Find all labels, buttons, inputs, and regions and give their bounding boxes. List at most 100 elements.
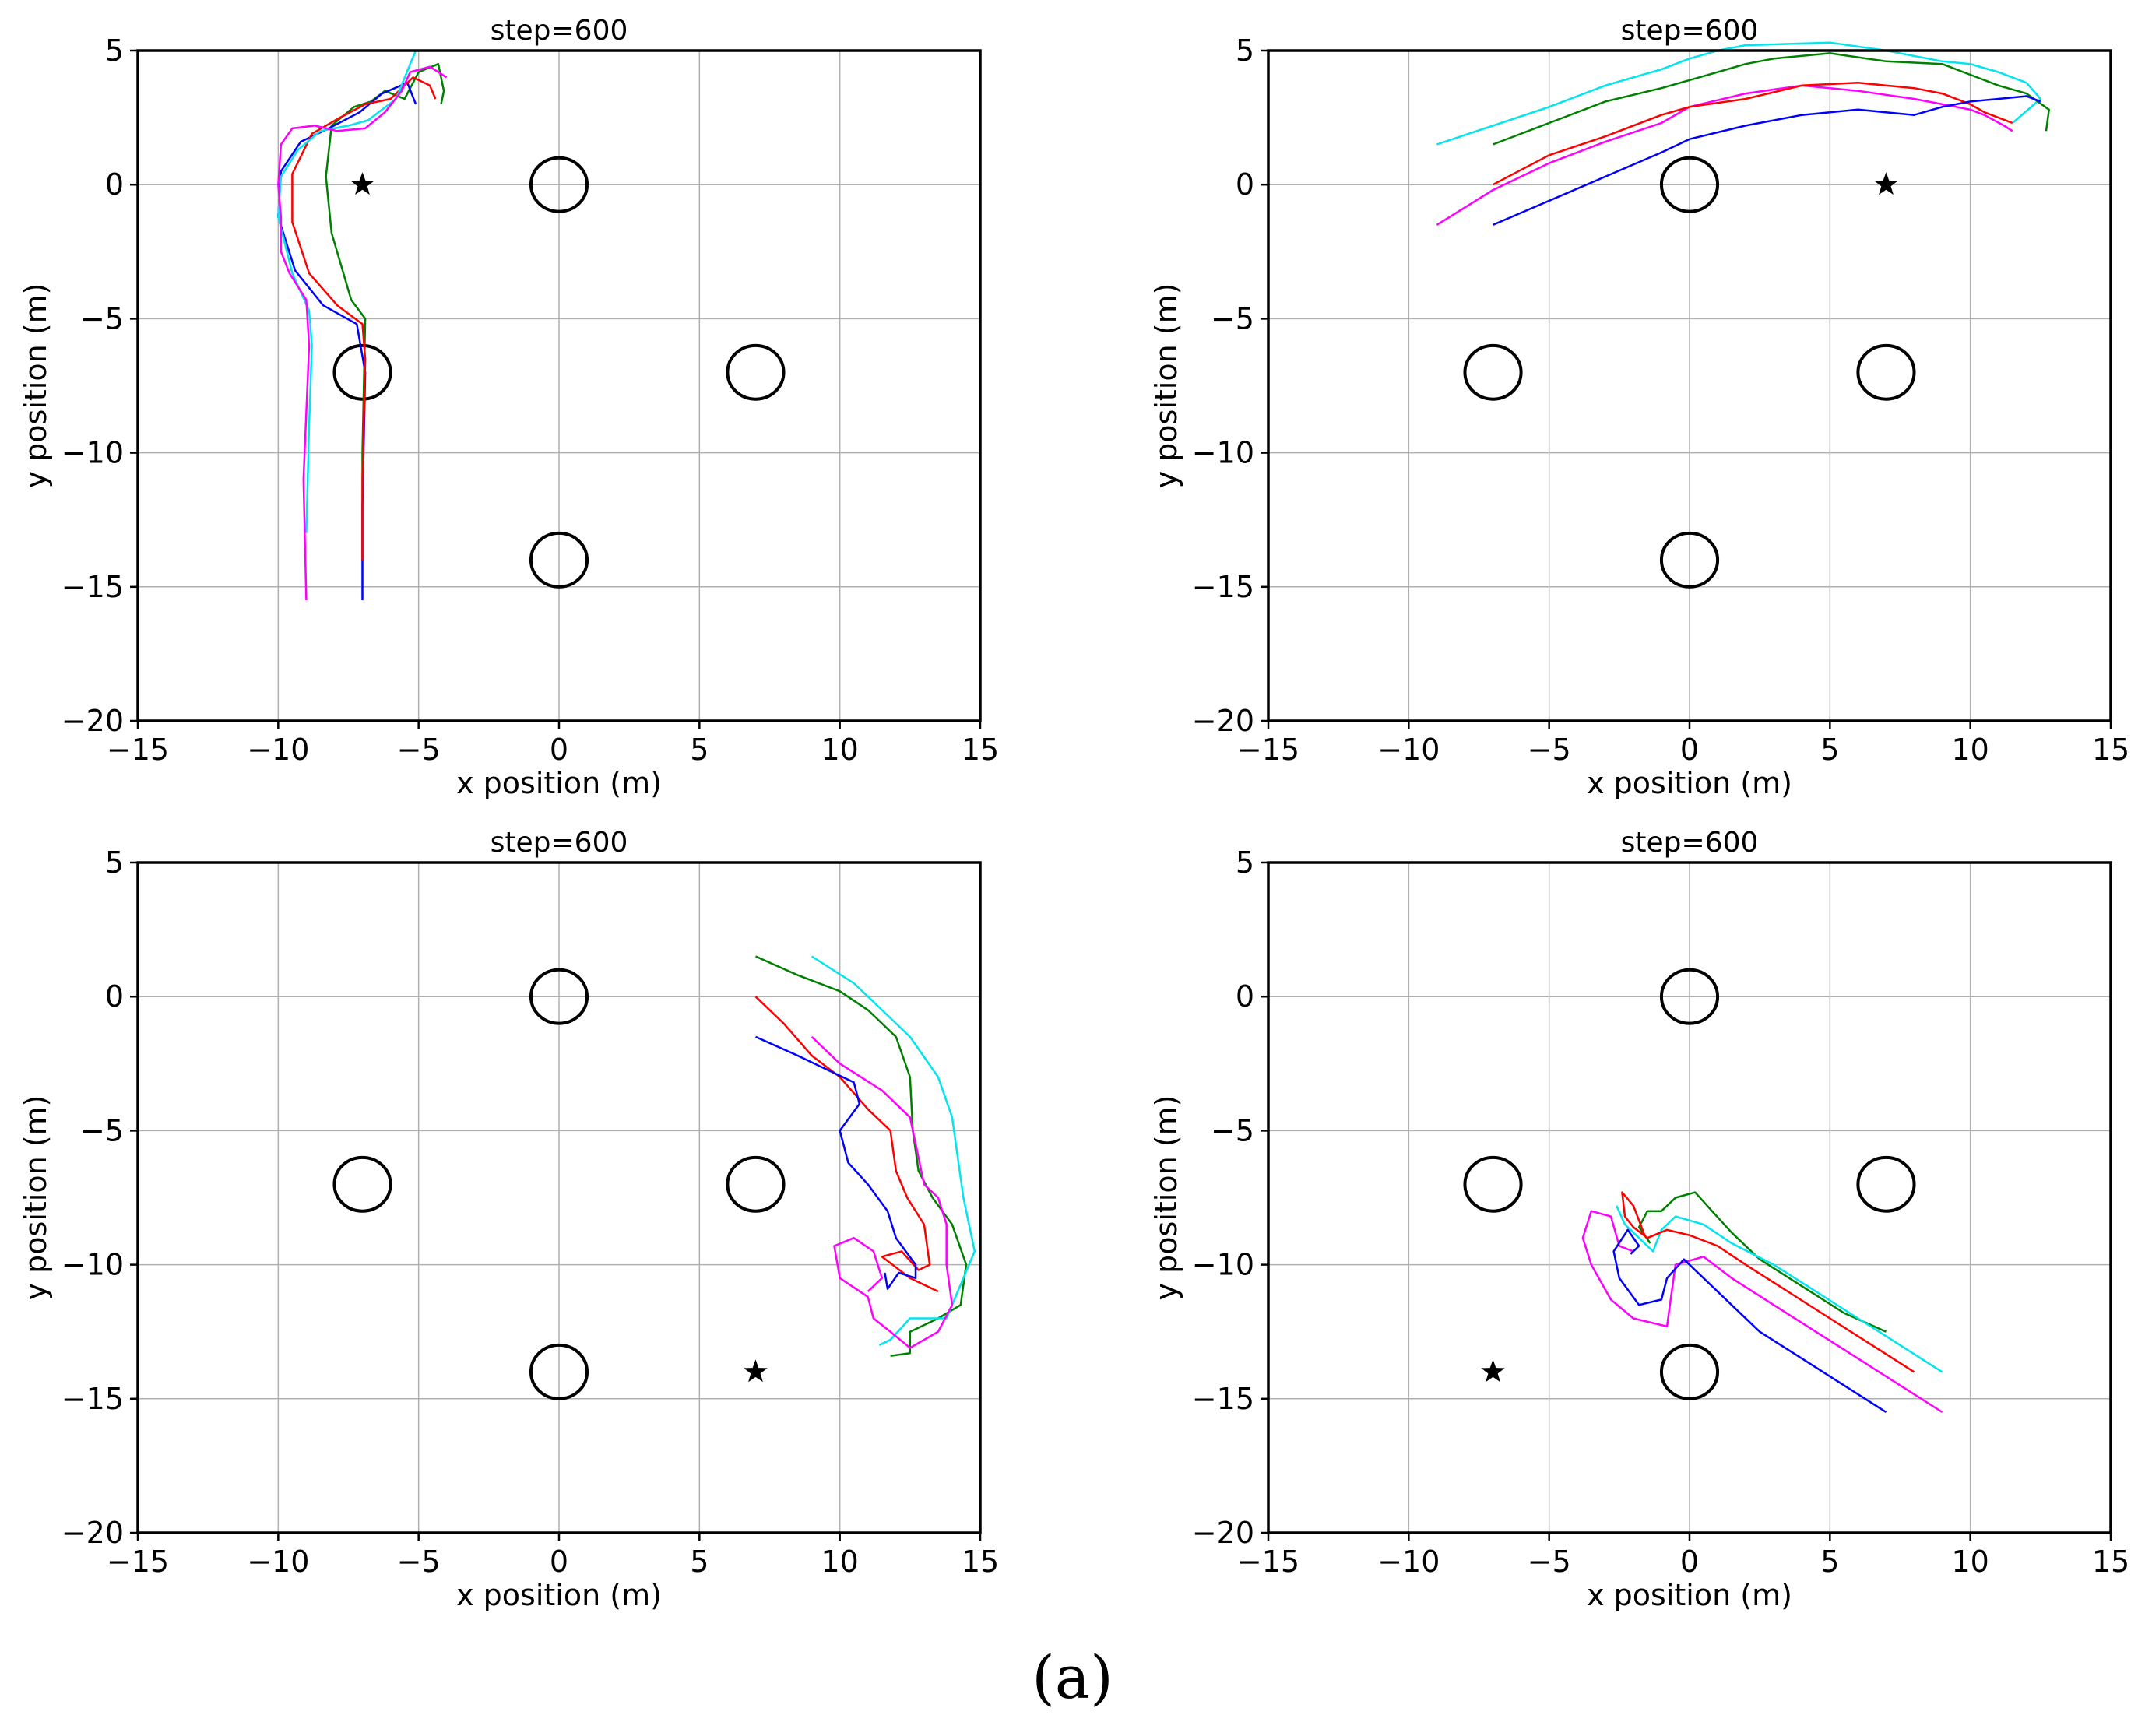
y-tick-label: −20 (62, 1516, 124, 1550)
y-tick-label: 5 (105, 845, 124, 880)
obstacle-circle (1856, 1155, 1916, 1213)
y-tick-label: −20 (1192, 704, 1254, 738)
x-tick-label: 15 (2092, 733, 2129, 767)
target-star (1481, 1359, 1505, 1383)
x-tick-label: −5 (1528, 1544, 1571, 1579)
obstacle-circle (529, 156, 589, 213)
obstacle-circle (1856, 343, 1916, 401)
x-tick-label: −10 (247, 1544, 309, 1579)
x-axis-label: x position (m) (1587, 1578, 1792, 1612)
x-tick-label: −5 (397, 733, 441, 767)
x-tick-label: −10 (1377, 733, 1440, 767)
trajectory-green (1493, 52, 2050, 146)
x-tick-label: 10 (1951, 733, 1989, 767)
obstacle-circle (1463, 343, 1523, 401)
trajectory-cyan (277, 50, 417, 533)
trajectory-blue (754, 1035, 917, 1290)
target-star (1874, 172, 1898, 195)
trajectory-cyan (1436, 41, 2042, 146)
x-tick-label: 5 (1820, 733, 1839, 767)
trajectory-magenta (811, 1035, 954, 1349)
x-tick-label: −5 (397, 1544, 441, 1579)
trajectory-cyan (811, 955, 976, 1347)
target-star (350, 172, 374, 195)
obstacle-circle (529, 531, 589, 589)
x-tick-label: 0 (550, 1544, 568, 1579)
obstacle-circle (1659, 1343, 1720, 1400)
x-tick-label: 0 (1680, 1544, 1699, 1579)
y-tick-label: 5 (1236, 33, 1254, 68)
y-tick-label: −15 (62, 1382, 124, 1416)
y-tick-label: 5 (105, 33, 124, 68)
x-axis-label: x position (m) (456, 766, 662, 800)
x-axis-label: x position (m) (1587, 766, 1792, 800)
obstacle-circle (332, 1155, 392, 1213)
y-tick-label: −20 (62, 704, 124, 738)
x-tick-label: 0 (550, 733, 568, 767)
obstacle-circle (1659, 968, 1720, 1025)
x-tick-label: 5 (1820, 1544, 1839, 1579)
y-tick-label: −15 (1192, 1382, 1254, 1416)
x-tick-label: 5 (690, 733, 709, 767)
x-tick-label: 10 (1951, 1544, 1989, 1579)
obstacle-circle (726, 343, 786, 401)
obstacle-circle (1659, 531, 1720, 589)
x-tick-label: −10 (247, 733, 309, 767)
trajectory-green (1637, 1191, 1887, 1333)
trajectory-green (754, 955, 968, 1357)
trajectory-magenta (277, 65, 448, 601)
y-axis-label: y position (m) (1149, 283, 1183, 489)
obstacle-circle (529, 1343, 589, 1400)
y-tick-label: −15 (62, 570, 124, 604)
x-tick-label: −15 (1237, 1544, 1299, 1579)
x-tick-label: −15 (107, 1544, 169, 1579)
x-tick-label: −10 (1377, 1544, 1440, 1579)
y-tick-label: −15 (1192, 570, 1254, 604)
trajectory-magenta (1436, 84, 2013, 226)
trajectory-green (325, 62, 445, 561)
y-tick-label: −10 (62, 436, 124, 470)
trajectory-red (754, 996, 939, 1293)
trajectory-red (1621, 1191, 1915, 1373)
y-axis-label: y position (m) (19, 283, 53, 489)
chart-title: step=600 (491, 827, 628, 859)
trajectory-cyan (1616, 1205, 1943, 1373)
obstacle-circle (332, 343, 392, 401)
chart-title: step=600 (491, 15, 628, 47)
x-tick-label: −15 (107, 733, 169, 767)
figure-caption: (a) (1032, 1643, 1113, 1712)
y-tick-label: −10 (1192, 1248, 1254, 1282)
y-tick-label: −20 (1192, 1516, 1254, 1550)
trajectory-blue (1612, 1228, 1887, 1414)
y-tick-label: −5 (80, 301, 124, 336)
chart-title: step=600 (1621, 827, 1759, 859)
y-tick-label: −5 (1211, 301, 1254, 336)
y-tick-label: 0 (1236, 167, 1254, 202)
obstacle-circle (529, 968, 589, 1025)
x-tick-label: 15 (962, 733, 999, 767)
y-tick-label: −5 (80, 1113, 124, 1147)
x-axis-label: x position (m) (456, 1578, 662, 1612)
y-axis-label: y position (m) (1149, 1095, 1183, 1301)
y-tick-label: −10 (62, 1248, 124, 1282)
trajectory-magenta (1581, 1210, 1943, 1414)
y-axis-label: y position (m) (19, 1095, 53, 1301)
obstacle-circle (1463, 1155, 1523, 1213)
chart-title: step=600 (1621, 15, 1759, 47)
y-tick-label: −10 (1192, 436, 1254, 470)
trajectory-blue (1493, 95, 2041, 227)
y-tick-label: 5 (1236, 845, 1254, 880)
x-tick-label: 0 (1680, 733, 1699, 767)
x-tick-label: 10 (821, 1544, 858, 1579)
x-tick-label: 10 (821, 733, 858, 767)
x-tick-label: 5 (690, 1544, 709, 1579)
y-tick-label: 0 (105, 167, 124, 202)
y-tick-label: 0 (1236, 979, 1254, 1014)
y-tick-label: −5 (1211, 1113, 1254, 1147)
obstacle-circle (726, 1155, 786, 1213)
x-tick-label: −15 (1237, 733, 1299, 767)
obstacle-circle (1659, 156, 1720, 213)
